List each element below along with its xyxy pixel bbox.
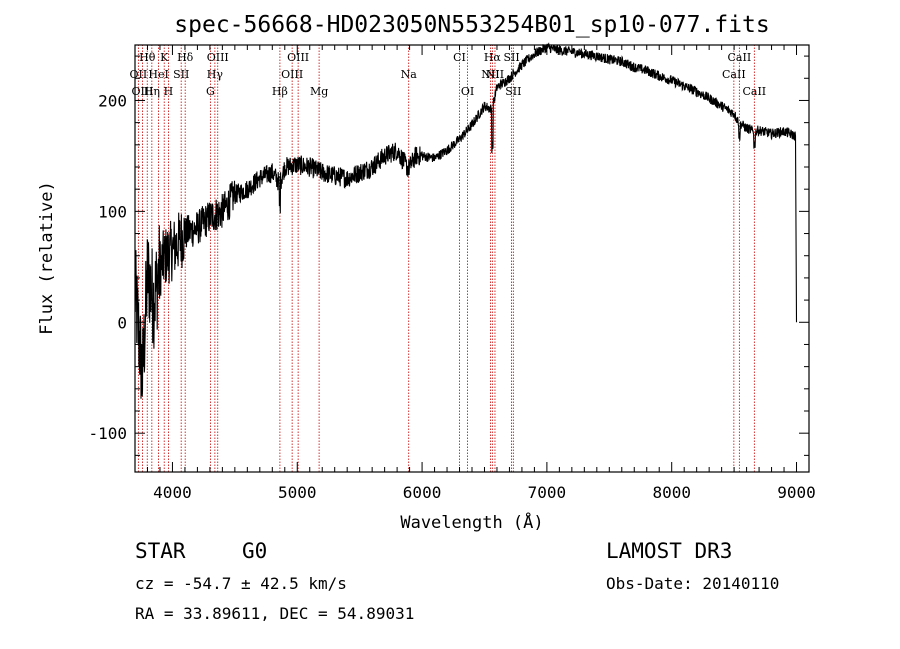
- line-label: Hη: [144, 85, 160, 98]
- plot-frame: [134, 44, 810, 473]
- line-label: SII: [503, 51, 519, 64]
- line-label: Hβ: [272, 85, 288, 98]
- chart-title: spec-56668-HD023050N553254B01_sp10-077.f…: [174, 12, 769, 38]
- line-label: Hγ: [207, 68, 224, 81]
- line-label: CaII: [722, 68, 746, 81]
- line-label: OIII: [207, 51, 229, 64]
- line-label: OI: [461, 85, 474, 98]
- line-label: CI: [453, 51, 466, 64]
- x-axis-label: Wavelength (Å): [400, 511, 543, 533]
- line-label: OII: [130, 68, 148, 81]
- line-label: CaII: [728, 51, 752, 64]
- line-label: OIII: [287, 51, 309, 64]
- spectrum-line: [134, 42, 798, 399]
- object-class: STAR: [135, 539, 186, 563]
- x-tick-label: 5000: [278, 483, 317, 502]
- line-label: G: [206, 85, 215, 98]
- x-tick-label: 7000: [528, 483, 567, 502]
- obs-date: Obs-Date: 20140110: [606, 574, 779, 593]
- line-label: OIII: [281, 68, 303, 81]
- emission-line-markers: [137, 45, 755, 472]
- y-tick-label: -100: [88, 424, 127, 443]
- y-axis-ticks: -100 0 100 200: [88, 55, 809, 456]
- y-tick-label: 100: [98, 202, 127, 221]
- line-label: NII: [486, 68, 504, 81]
- x-axis-ticks: 4000 5000 6000 7000 8000 9000: [134, 45, 816, 502]
- line-label: NII: [481, 68, 499, 81]
- line-label: CaII: [742, 85, 766, 98]
- x-tick-label: 9000: [777, 483, 816, 502]
- line-label: Mg: [310, 85, 328, 98]
- line-label: OIII: [131, 85, 153, 98]
- line-label: K: [160, 51, 169, 64]
- y-tick-label: 0: [117, 313, 127, 332]
- line-label: Hα: [484, 51, 502, 64]
- line-label: SII: [173, 68, 189, 81]
- line-label: SII: [505, 85, 521, 98]
- sky-coordinates: RA = 33.89611, DEC = 54.89031: [135, 604, 414, 623]
- line-label: H: [164, 85, 174, 98]
- line-label: Na: [401, 68, 418, 81]
- x-tick-label: 8000: [652, 483, 691, 502]
- line-label: Hδ: [177, 51, 194, 64]
- x-tick-label: 4000: [153, 483, 192, 502]
- object-subclass: G0: [242, 539, 267, 563]
- line-label: Hθ: [139, 51, 156, 64]
- line-label: HeI: [148, 68, 168, 81]
- redshift-readout: cz = -54.7 ± 42.5 km/s: [135, 574, 347, 593]
- y-tick-label: 200: [98, 91, 127, 110]
- x-tick-label: 6000: [403, 483, 442, 502]
- survey-name: LAMOST DR3: [606, 539, 732, 563]
- y-axis-label: Flux (relative): [37, 181, 57, 335]
